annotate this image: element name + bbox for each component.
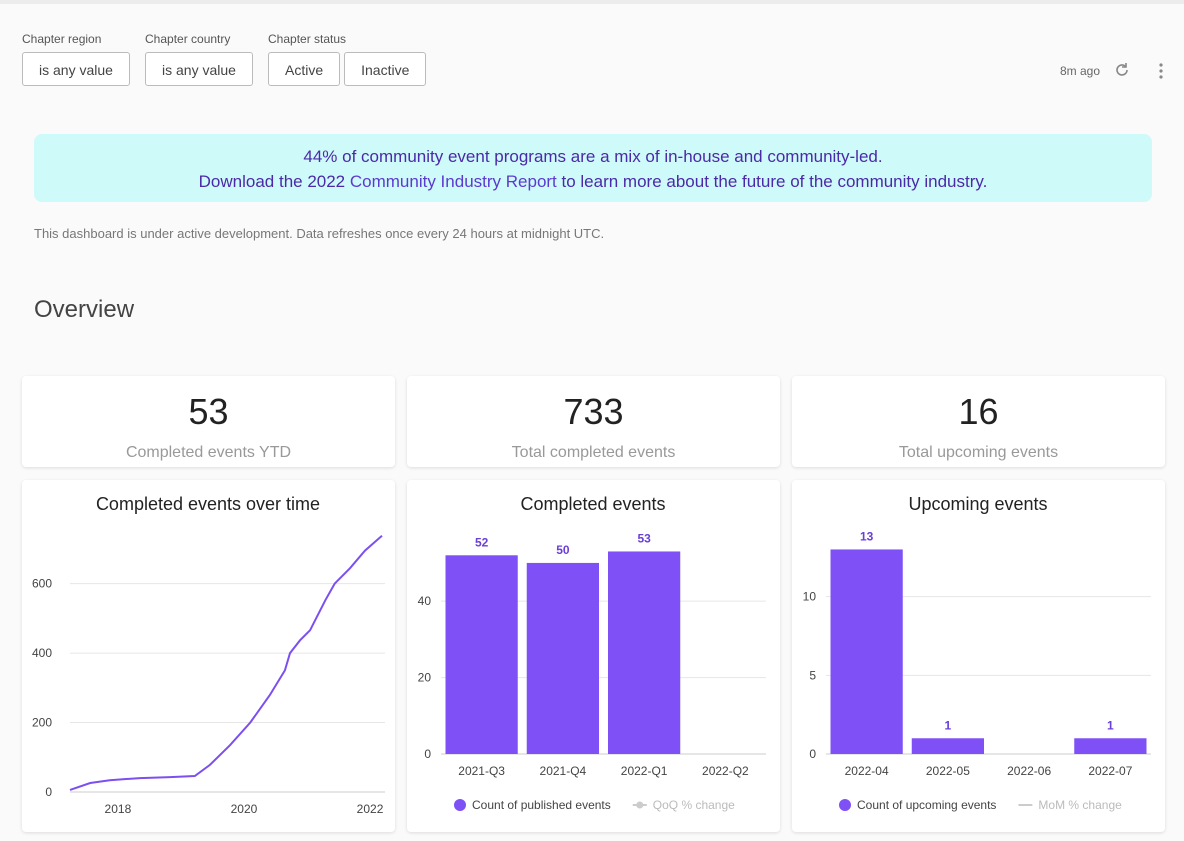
line — [69, 534, 383, 791]
legend-label: QoQ % change — [653, 798, 735, 812]
legend-label: Count of published events — [472, 798, 611, 812]
filter: Chapter status Active Inactive — [268, 32, 430, 86]
chart: Completed events over time 0 200 400 600 2018… — [32, 494, 385, 816]
filter-button[interactable]: Inactive — [344, 52, 427, 86]
filter-button[interactable]: is any value — [145, 52, 253, 86]
x-tick-label: 2021-Q4 — [540, 764, 587, 778]
legend-swatch — [636, 801, 644, 809]
y-tick-label: 5 — [809, 668, 816, 682]
filter-button[interactable]: is any value — [22, 52, 130, 86]
filter-label: Chapter region — [22, 32, 102, 46]
chart-card: Completed events over time 0 200 400 600 2018… — [22, 480, 395, 832]
kpi-card: 16 Total upcoming events — [792, 376, 1165, 467]
y-tick-label: 0 — [424, 747, 431, 761]
chart-title: Completed events — [520, 494, 665, 514]
x-tick-label: 2022-06 — [1007, 764, 1051, 778]
y-tick-label: 10 — [803, 590, 817, 604]
banner: 44% of community event programs are a mi… — [34, 134, 1152, 202]
kpi-label: Total completed events — [511, 444, 676, 461]
data-label: 53 — [637, 531, 651, 545]
bar — [608, 551, 681, 754]
chart-title: Upcoming events — [908, 494, 1047, 514]
banner-text: to learn more about the future of the co… — [556, 172, 988, 191]
filter: Chapter country is any value — [145, 32, 257, 86]
kpi-value: 733 — [563, 391, 624, 432]
kpi-label: Completed events YTD — [125, 444, 292, 461]
section-title: Overview — [34, 296, 135, 323]
data-label: 50 — [556, 543, 570, 557]
chart: Upcoming events 0 5 10 2022-04 2022-05 2022-06… — [803, 494, 1151, 812]
note: This dashboard is under active developme… — [34, 226, 605, 241]
menu-dot — [1159, 75, 1163, 79]
banner-link[interactable]: Community Industry Report — [349, 172, 557, 191]
filter: Chapter region is any value — [22, 32, 134, 86]
legend-swatch — [839, 799, 851, 811]
menu-icon[interactable] — [1156, 62, 1166, 80]
x-tick-label: 2018 — [105, 802, 132, 816]
chart-title: Completed events over time — [96, 494, 320, 514]
y-tick-label: 400 — [32, 646, 52, 660]
x-tick-label: 2020 — [231, 802, 258, 816]
bar — [445, 555, 518, 754]
legend-label: Count of upcoming events — [857, 798, 996, 812]
refresh-time: 8m ago — [1060, 64, 1101, 78]
x-tick-label: 2022 — [357, 802, 384, 816]
bar — [1074, 738, 1147, 754]
y-tick-label: 20 — [418, 671, 432, 685]
banner-line: Download the 2022 Community Industry Rep… — [34, 169, 1152, 194]
menu-dot — [1159, 63, 1163, 67]
y-tick-label: 40 — [418, 594, 432, 608]
filter-button[interactable]: Active — [268, 52, 341, 86]
refresh-arrow — [1116, 64, 1128, 76]
kpi-value: 16 — [958, 391, 999, 432]
filter-label: Chapter country — [145, 32, 231, 46]
refresh-icon[interactable] — [1113, 61, 1131, 79]
y-tick-label: 0 — [809, 747, 816, 761]
chart: Completed events 0 20 40 2021-Q3 2021-Q4 2022-… — [418, 494, 766, 812]
top-bar — [0, 0, 1184, 4]
data-label: 1 — [945, 718, 952, 732]
kpi-label: Total upcoming events — [898, 444, 1059, 461]
banner-line: 44% of community event programs are a mi… — [303, 147, 883, 166]
x-tick-label: 2022-04 — [845, 764, 889, 778]
kpi-card: 53 Completed events YTD — [22, 376, 395, 467]
kpi-card: 733 Total completed events — [407, 376, 780, 467]
x-tick-label: 2022-Q2 — [702, 764, 749, 778]
banner-text: Download the 2022 — [198, 172, 350, 191]
data-label: 52 — [475, 535, 489, 549]
data-label: 13 — [860, 529, 874, 543]
chart-card: Upcoming events 0 5 10 2022-04 2022-05 2022-06… — [792, 480, 1165, 832]
y-tick-label: 600 — [32, 577, 52, 591]
menu-dot — [1159, 69, 1163, 73]
x-tick-label: 2022-05 — [926, 764, 970, 778]
y-tick-label: 0 — [45, 785, 52, 799]
bar — [830, 549, 903, 754]
x-tick-label: 2022-Q1 — [621, 764, 668, 778]
filter-label: Chapter status — [268, 32, 347, 46]
legend-label: MoM % change — [1038, 798, 1122, 812]
data-label: 1 — [1107, 718, 1114, 732]
kpi-value: 53 — [188, 391, 229, 432]
x-tick-label: 2021-Q3 — [458, 764, 505, 778]
refresh-arrow-head — [1122, 63, 1127, 68]
legend-swatch — [454, 799, 466, 811]
x-tick-label: 2022-07 — [1088, 764, 1132, 778]
bar — [526, 562, 599, 754]
bar — [911, 738, 984, 754]
y-tick-label: 200 — [32, 716, 52, 730]
chart-card: Completed events 0 20 40 2021-Q3 2021-Q4 2022-… — [407, 480, 780, 832]
